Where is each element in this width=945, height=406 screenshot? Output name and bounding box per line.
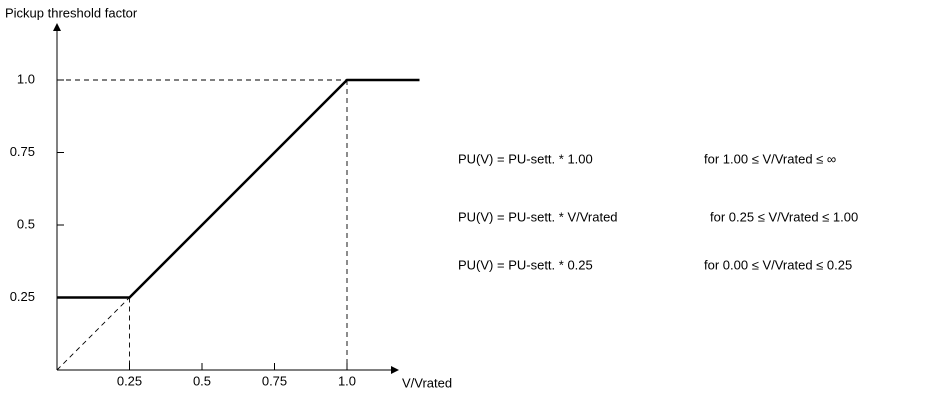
x-tick-label: 0.75 xyxy=(262,373,287,388)
series-line xyxy=(57,78,420,299)
guide-line xyxy=(56,297,130,371)
formula: PU(V) = PU-sett. * 0.25 xyxy=(458,257,593,272)
y-tick-label: 1.0 xyxy=(17,71,35,86)
x-tick-label: 0.5 xyxy=(193,373,211,388)
condition: for 0.00 ≤ V/Vrated ≤ 0.25 xyxy=(704,257,852,272)
condition: for 1.00 ≤ V/Vrated ≤ ∞ xyxy=(704,151,836,166)
x-tick-label: 0.25 xyxy=(117,373,142,388)
x-tick-label: 1.0 xyxy=(338,373,356,388)
y-axis-label: Pickup threshold factor xyxy=(5,5,138,20)
formula: PU(V) = PU-sett. * V/Vrated xyxy=(458,209,618,224)
x-axis-label: V/Vrated xyxy=(402,375,452,390)
condition: for 0.25 ≤ V/Vrated ≤ 1.00 xyxy=(710,209,858,224)
y-tick-label: 0.75 xyxy=(10,144,35,159)
y-tick-label: 0.25 xyxy=(10,289,35,304)
formula: PU(V) = PU-sett. * 1.00 xyxy=(458,151,593,166)
y-tick-label: 0.5 xyxy=(17,216,35,231)
